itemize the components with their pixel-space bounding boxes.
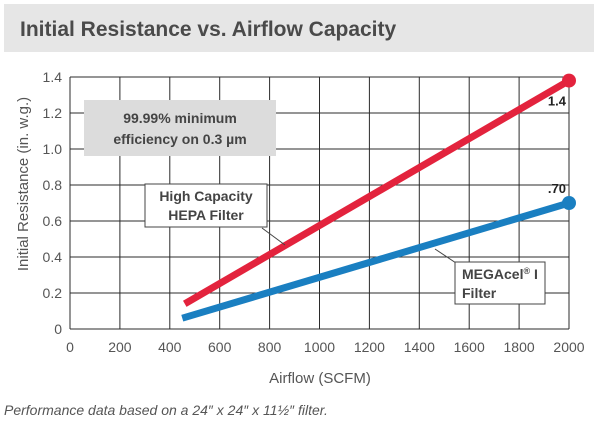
y-tick-label: 0.8 bbox=[43, 177, 63, 193]
efficiency-note-line1: 99.99% minimum bbox=[123, 110, 237, 126]
tick-labels: 0 200 400 600 800 1000 1200 1400 1600 1800 2000 0 0.… bbox=[43, 69, 585, 355]
efficiency-note: 99.99% minimum efficiency on 0.3 µm bbox=[84, 100, 276, 156]
megacel-callout: MEGAcel® I Filter bbox=[434, 248, 546, 305]
series-end-label-0: 1.4 bbox=[548, 94, 567, 109]
y-tick-label: 0 bbox=[54, 321, 62, 337]
x-axis-label: Airflow (SCFM) bbox=[269, 370, 371, 387]
end-labels: 1.4 .70 bbox=[548, 94, 567, 196]
x-tick-label: 200 bbox=[108, 339, 132, 355]
megacel-label-line1: MEGAcel® I bbox=[462, 266, 538, 282]
series-endpoint-1 bbox=[562, 196, 576, 210]
megacel-label-line2: Filter bbox=[462, 285, 497, 301]
x-tick-label: 0 bbox=[66, 339, 74, 355]
x-tick-label: 1600 bbox=[454, 339, 485, 355]
megacel-suffix: I bbox=[530, 266, 538, 282]
x-tick-label: 600 bbox=[208, 339, 232, 355]
y-tick-label: 1.4 bbox=[43, 69, 63, 85]
registered-mark: ® bbox=[523, 266, 530, 276]
y-tick-label: 1.2 bbox=[43, 105, 63, 121]
y-axis-label: Initial Resistance (in. w.g.) bbox=[15, 97, 32, 271]
hepa-callout: High Capacity HEPA Filter bbox=[144, 183, 286, 246]
hepa-label-line2: HEPA Filter bbox=[168, 207, 244, 223]
hepa-leader-line bbox=[261, 227, 286, 246]
y-tick-label: 0.2 bbox=[43, 285, 63, 301]
x-tick-label: 1000 bbox=[304, 339, 335, 355]
series-line-1 bbox=[181, 199, 570, 322]
x-tick-label: 1800 bbox=[504, 339, 535, 355]
megacel-name: MEGAcel bbox=[462, 266, 523, 282]
series-endpoint-0 bbox=[562, 73, 576, 88]
series bbox=[181, 73, 576, 322]
series-end-label-1: .70 bbox=[548, 181, 566, 196]
x-tick-label: 1400 bbox=[404, 339, 435, 355]
hepa-label-line1: High Capacity bbox=[159, 188, 253, 204]
title-band: Initial Resistance vs. Airflow Capacity bbox=[4, 4, 594, 52]
x-tick-label: 800 bbox=[258, 339, 282, 355]
series-line-0 bbox=[183, 77, 571, 307]
y-tick-label: 0.6 bbox=[43, 213, 63, 229]
efficiency-note-line2: efficiency on 0.3 µm bbox=[113, 131, 246, 147]
y-tick-label: 0.4 bbox=[43, 249, 63, 265]
x-tick-label: 400 bbox=[158, 339, 182, 355]
y-tick-label: 1.0 bbox=[43, 141, 63, 157]
x-tick-label: 1200 bbox=[354, 339, 385, 355]
x-tick-label: 2000 bbox=[553, 339, 584, 355]
footnote: Performance data based on a 24″ x 24″ x … bbox=[4, 402, 328, 418]
chart-title: Initial Resistance vs. Airflow Capacity bbox=[20, 18, 397, 41]
